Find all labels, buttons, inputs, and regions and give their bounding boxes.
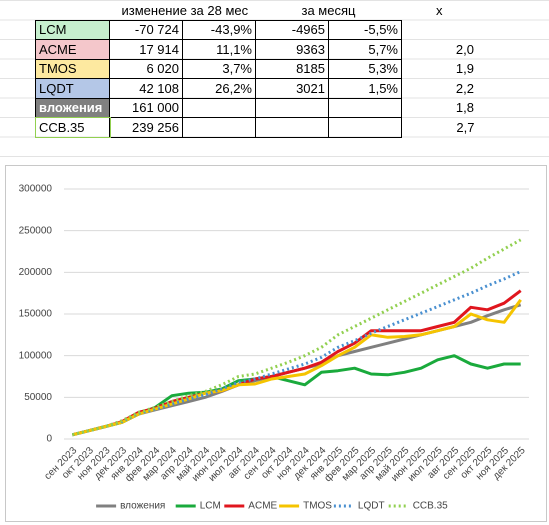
table-row: вложения 161 000 1,8 bbox=[35, 97, 478, 118]
y-tick-label: 150000 bbox=[19, 309, 53, 320]
y-tick-label: 50000 bbox=[24, 392, 52, 403]
table-cell: 5,7% bbox=[328, 39, 402, 60]
table-cell bbox=[328, 117, 402, 138]
table-cell: 17 914 bbox=[109, 39, 183, 60]
legend-label: ACME bbox=[248, 501, 277, 512]
table-cell: 5,3% bbox=[328, 58, 402, 79]
header-cell: за месяц bbox=[301, 2, 356, 18]
table-cell: LCM bbox=[35, 19, 110, 40]
chart: 050000100000150000200000250000300000сен … bbox=[5, 165, 547, 522]
legend-label: TMOS bbox=[303, 501, 332, 512]
table-cell bbox=[182, 97, 256, 118]
table-cell: 8185 bbox=[255, 58, 329, 79]
table-cell: 2,7 bbox=[456, 119, 475, 135]
table-cell: 11,1% bbox=[182, 39, 256, 60]
legend-label: LQDT bbox=[358, 501, 385, 512]
table-cell: -43,9% bbox=[182, 19, 256, 40]
table-cell: TMOS bbox=[35, 58, 110, 79]
y-tick-label: 200000 bbox=[19, 267, 53, 278]
table-cell: 2,0 bbox=[455, 41, 474, 57]
line-series bbox=[71, 270, 522, 437]
header-cell: x bbox=[436, 3, 443, 18]
header-row: изменение за 28 мес за месяц x bbox=[36, 1, 478, 20]
table-cell bbox=[402, 20, 478, 40]
table-cell: -70 724 bbox=[109, 19, 183, 40]
table-cell: 3021 bbox=[255, 78, 329, 99]
table-cell bbox=[255, 97, 329, 118]
table-cell: 239 256 bbox=[109, 117, 183, 138]
table-cell: вложения bbox=[35, 97, 110, 118]
table-cell: 6 020 bbox=[109, 58, 183, 79]
table-cell: 1,9 bbox=[455, 61, 474, 77]
table-cell: 9363 bbox=[255, 39, 329, 60]
line-series bbox=[71, 354, 521, 437]
table-cell: 1,8 bbox=[455, 100, 474, 116]
table-cell bbox=[255, 117, 329, 138]
table-cell: 42 108 bbox=[109, 78, 183, 99]
table-cell: 26,2% bbox=[182, 78, 256, 99]
y-tick-label: 300000 bbox=[19, 184, 53, 195]
table-cell bbox=[328, 97, 402, 118]
table-cell: LQDT bbox=[35, 78, 110, 99]
table-cell: 3,7% bbox=[182, 58, 256, 79]
table-cell: -4965 bbox=[255, 19, 329, 40]
table-cell: 1,5% bbox=[328, 78, 402, 99]
header-cell: изменение за 28 мес bbox=[121, 2, 249, 18]
table-cell: -5,5% bbox=[328, 19, 402, 40]
table-cell: CCB.35 bbox=[34, 116, 111, 138]
table-row: LCM -70 724 -43,9% -4965 -5,5% bbox=[35, 19, 478, 40]
spreadsheet: изменение за 28 мес за месяц x LCM -70 72… bbox=[0, 0, 549, 160]
table-row: CCB.35 239 256 2,7 bbox=[34, 116, 478, 138]
y-tick-label: 250000 bbox=[19, 225, 53, 236]
table-cell: 161 000 bbox=[109, 97, 183, 118]
table-cell bbox=[182, 117, 256, 138]
y-tick-label: 0 bbox=[46, 434, 52, 445]
table-row: LQDT 42 108 26,2% 3021 1,5% 2,2 bbox=[35, 78, 478, 99]
table-cell: 2,2 bbox=[455, 80, 474, 96]
summary-table: изменение за 28 мес за месяц x LCM -70 72… bbox=[34, 1, 478, 138]
table-row: ACME 17 914 11,1% 9363 5,7% 2,0 bbox=[35, 39, 478, 60]
y-tick-label: 100000 bbox=[19, 350, 53, 361]
line-series bbox=[71, 238, 522, 437]
table-row: TMOS 6 020 3,7% 8185 5,3% 1,9 bbox=[35, 58, 478, 79]
line-series bbox=[71, 298, 522, 437]
legend-label: CCB.35 bbox=[413, 501, 448, 512]
legend-label: LCM bbox=[200, 501, 221, 512]
legend-label: вложения bbox=[120, 501, 165, 512]
table-cell: ACME bbox=[35, 39, 110, 60]
